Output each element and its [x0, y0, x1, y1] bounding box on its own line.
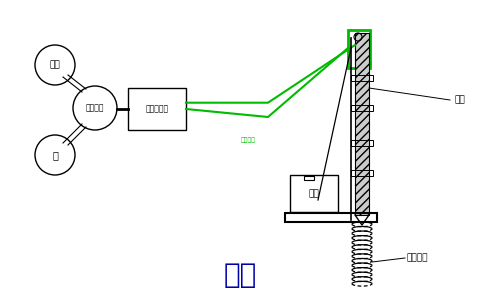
Text: 高压泥浆泵: 高压泥浆泵 — [145, 104, 168, 114]
Text: 水: 水 — [52, 150, 58, 160]
Bar — [351, 140, 373, 146]
Text: 水泥: 水泥 — [50, 60, 61, 69]
Bar — [351, 105, 373, 111]
Bar — [128, 88, 186, 130]
Text: 高压旋喷: 高压旋喷 — [240, 137, 256, 143]
Bar — [290, 175, 338, 212]
Bar — [355, 33, 369, 215]
Text: 钻头: 钻头 — [455, 95, 466, 104]
Bar — [304, 176, 314, 180]
Bar — [348, 30, 370, 68]
Bar — [351, 75, 373, 81]
Text: 拌合装置: 拌合装置 — [86, 104, 104, 113]
Bar — [285, 213, 377, 222]
Text: 旋喷成桩: 旋喷成桩 — [407, 253, 428, 262]
Text: 成孔: 成孔 — [223, 261, 257, 289]
Bar — [351, 170, 373, 176]
Text: 钻机: 钻机 — [309, 189, 319, 198]
